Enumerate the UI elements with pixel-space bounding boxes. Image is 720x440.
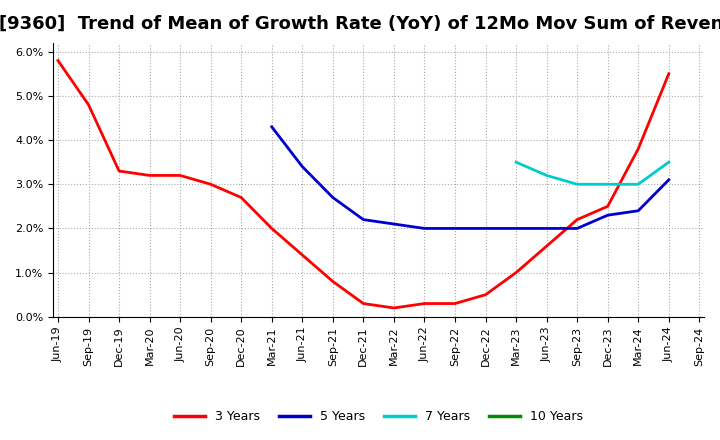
3 Years [451, 301, 459, 306]
5 Years [573, 226, 582, 231]
5 Years [359, 217, 368, 222]
3 Years [176, 173, 184, 178]
3 Years [207, 182, 215, 187]
5 Years [451, 226, 459, 231]
3 Years [298, 252, 307, 257]
7 Years [573, 182, 582, 187]
5 Years [603, 213, 612, 218]
7 Years [634, 182, 642, 187]
3 Years [84, 102, 93, 107]
3 Years [573, 217, 582, 222]
3 Years [267, 226, 276, 231]
7 Years [603, 182, 612, 187]
3 Years [420, 301, 429, 306]
5 Years [390, 221, 398, 227]
Line: 7 Years: 7 Years [516, 162, 669, 184]
3 Years [237, 195, 246, 200]
7 Years [665, 160, 673, 165]
Title: [9360]  Trend of Mean of Growth Rate (YoY) of 12Mo Mov Sum of Revenues: [9360] Trend of Mean of Growth Rate (YoY… [0, 15, 720, 33]
7 Years [542, 173, 551, 178]
3 Years [114, 169, 123, 174]
Legend: 3 Years, 5 Years, 7 Years, 10 Years: 3 Years, 5 Years, 7 Years, 10 Years [169, 405, 588, 428]
Line: 3 Years: 3 Years [58, 61, 669, 308]
5 Years [298, 164, 307, 169]
5 Years [267, 124, 276, 129]
5 Years [665, 177, 673, 183]
3 Years [54, 58, 63, 63]
3 Years [359, 301, 368, 306]
7 Years [512, 160, 521, 165]
3 Years [481, 292, 490, 297]
5 Years [481, 226, 490, 231]
3 Years [390, 305, 398, 311]
3 Years [512, 270, 521, 275]
3 Years [145, 173, 154, 178]
3 Years [603, 204, 612, 209]
3 Years [634, 146, 642, 151]
5 Years [512, 226, 521, 231]
3 Years [665, 71, 673, 77]
3 Years [542, 243, 551, 249]
5 Years [634, 208, 642, 213]
5 Years [328, 195, 337, 200]
5 Years [420, 226, 429, 231]
Line: 5 Years: 5 Years [271, 127, 669, 228]
3 Years [328, 279, 337, 284]
5 Years [542, 226, 551, 231]
